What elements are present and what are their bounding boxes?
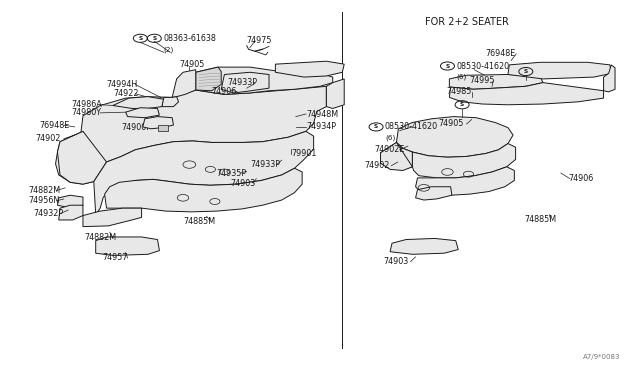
- Text: 74975: 74975: [246, 36, 272, 45]
- Text: 08530-41620: 08530-41620: [385, 122, 438, 131]
- Text: S: S: [460, 102, 464, 107]
- Text: 08530-41620: 08530-41620: [456, 61, 509, 71]
- Text: S: S: [152, 36, 156, 41]
- Polygon shape: [604, 65, 615, 92]
- Text: 74900F: 74900F: [121, 123, 151, 132]
- Polygon shape: [94, 131, 314, 215]
- Polygon shape: [396, 116, 513, 157]
- Polygon shape: [381, 142, 412, 169]
- Text: 74922: 74922: [113, 89, 138, 98]
- Text: 74980Y: 74980Y: [72, 108, 102, 118]
- Text: (6): (6): [456, 74, 467, 80]
- Polygon shape: [113, 97, 164, 109]
- Text: 74986A: 74986A: [72, 100, 102, 109]
- Polygon shape: [96, 237, 159, 256]
- Text: 74995: 74995: [470, 76, 495, 85]
- Text: 74902: 74902: [365, 161, 390, 170]
- Polygon shape: [56, 131, 94, 184]
- Text: 74985: 74985: [446, 87, 472, 96]
- Polygon shape: [162, 97, 179, 107]
- Polygon shape: [143, 116, 173, 129]
- Polygon shape: [104, 168, 302, 212]
- Text: (6): (6): [385, 135, 396, 141]
- Polygon shape: [449, 74, 543, 89]
- Text: 74906: 74906: [568, 174, 594, 183]
- Polygon shape: [415, 187, 452, 200]
- Polygon shape: [58, 131, 106, 184]
- Polygon shape: [221, 72, 269, 93]
- Text: 76948E: 76948E: [486, 49, 516, 58]
- Polygon shape: [275, 61, 344, 77]
- Polygon shape: [381, 142, 412, 170]
- Text: 76948E: 76948E: [40, 121, 70, 129]
- Polygon shape: [125, 108, 159, 118]
- Text: 74933P: 74933P: [228, 78, 258, 87]
- Text: 74905: 74905: [438, 119, 463, 128]
- Text: 74957: 74957: [102, 253, 127, 263]
- Text: A7/9*0083: A7/9*0083: [583, 353, 621, 360]
- Text: 08363-61638: 08363-61638: [163, 34, 216, 43]
- Text: FOR 2+2 SEATER: FOR 2+2 SEATER: [425, 17, 509, 27]
- Text: 74935P: 74935P: [217, 169, 247, 177]
- Text: 74948M: 74948M: [306, 109, 338, 119]
- Text: 74903: 74903: [231, 179, 256, 187]
- Polygon shape: [508, 62, 611, 79]
- Text: 74885M: 74885M: [183, 217, 215, 225]
- Text: 74906: 74906: [212, 87, 237, 96]
- Text: S: S: [374, 124, 378, 129]
- Text: 74933P: 74933P: [250, 160, 280, 169]
- Text: 74885M: 74885M: [524, 215, 556, 224]
- Text: S: S: [138, 36, 142, 41]
- Text: 74882M: 74882M: [28, 186, 60, 195]
- Text: 79901: 79901: [291, 149, 317, 158]
- Polygon shape: [58, 195, 83, 208]
- Polygon shape: [172, 70, 196, 97]
- Bar: [157, 125, 168, 131]
- Polygon shape: [81, 86, 326, 164]
- Text: 74902E: 74902E: [374, 145, 404, 154]
- Text: 74903: 74903: [384, 257, 409, 266]
- Text: 74905: 74905: [180, 60, 205, 69]
- Polygon shape: [196, 67, 221, 91]
- Polygon shape: [59, 205, 83, 220]
- Polygon shape: [83, 208, 141, 227]
- Polygon shape: [449, 83, 604, 105]
- Text: (2): (2): [163, 46, 173, 52]
- Polygon shape: [196, 67, 333, 94]
- Text: S: S: [524, 69, 528, 74]
- Polygon shape: [390, 238, 458, 254]
- Text: 74932P: 74932P: [33, 209, 63, 218]
- Polygon shape: [326, 79, 344, 109]
- Text: 74882M: 74882M: [84, 233, 116, 242]
- Text: 74994H: 74994H: [106, 80, 138, 89]
- Text: 74934P: 74934P: [306, 122, 336, 131]
- Text: 74902: 74902: [35, 134, 61, 143]
- Text: S: S: [445, 64, 449, 68]
- Polygon shape: [415, 167, 515, 195]
- Polygon shape: [412, 144, 516, 178]
- Text: 74956N: 74956N: [28, 196, 60, 205]
